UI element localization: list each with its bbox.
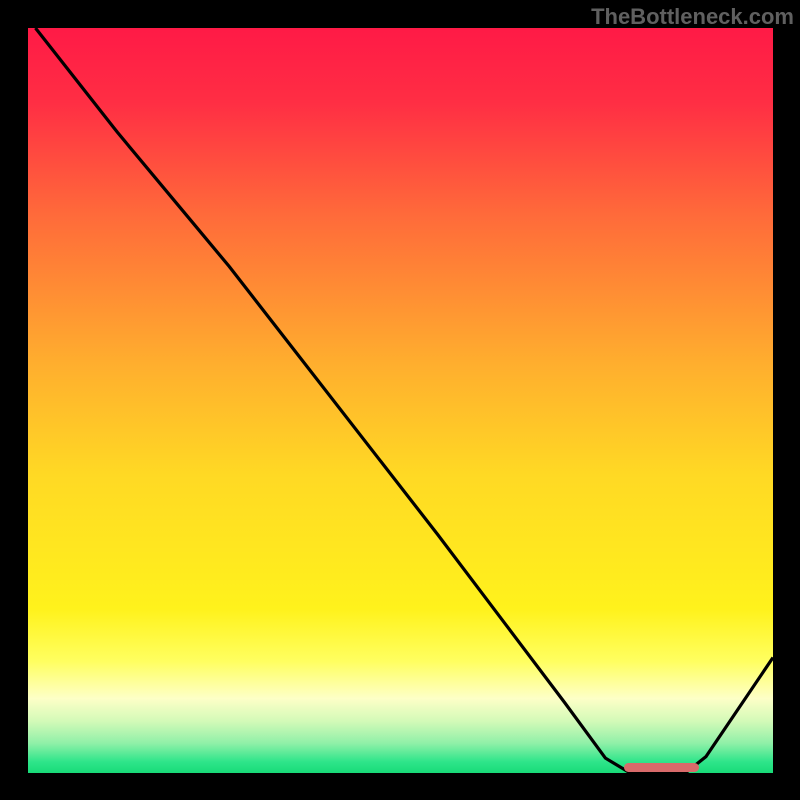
attribution-text: TheBottleneck.com xyxy=(591,4,794,30)
bottleneck-curve xyxy=(28,28,773,773)
curve-path xyxy=(35,28,773,772)
optimal-range-marker xyxy=(624,763,699,772)
plot-area xyxy=(28,28,773,773)
chart-container: TheBottleneck.com xyxy=(0,0,800,800)
